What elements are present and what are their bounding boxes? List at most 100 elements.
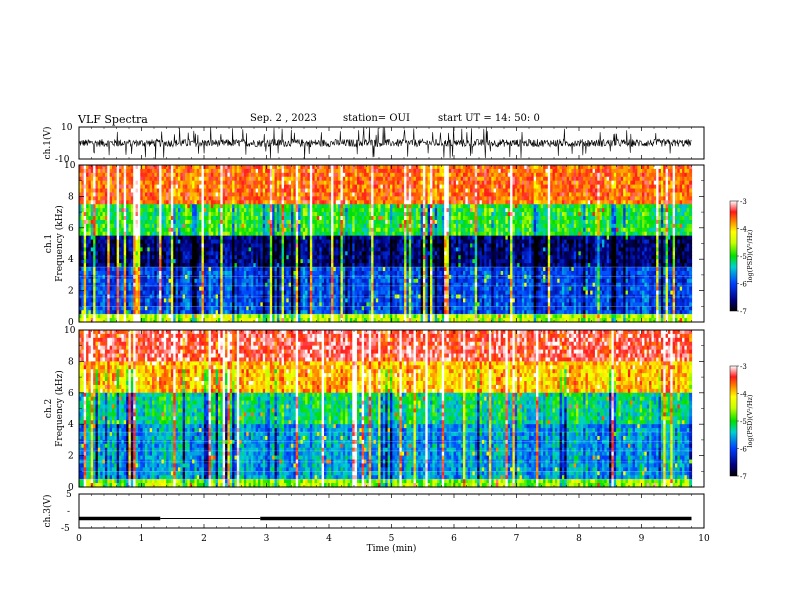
ch1-spectrogram-cell <box>455 168 459 174</box>
ch1-spectrogram-cell <box>675 188 678 194</box>
ch1-spectrogram-cell <box>611 223 615 229</box>
ch1-spectrogram-cell <box>599 227 603 233</box>
ch1-spectrogram-cell <box>550 219 554 225</box>
ch1-spectrogram-cell <box>335 192 339 197</box>
ch1-spectrogram-cell <box>415 204 419 209</box>
ch1-spectrogram-cell <box>592 168 596 174</box>
ch1-spectrogram-cell <box>100 231 104 237</box>
ch1-spectrogram-cell <box>111 231 115 237</box>
ch1-spectrogram-cell <box>222 180 226 186</box>
ch1-spectrogram-cell <box>415 172 419 178</box>
ch1-spectrogram-cell <box>262 204 266 209</box>
ch1-spectrogram-cell <box>196 204 200 209</box>
ch1-spectrogram-cell <box>142 216 146 221</box>
ch1-spectrogram-cell <box>639 216 643 221</box>
ch1-spectrogram-cell <box>107 184 111 190</box>
ch1-spectrogram-cell <box>590 200 594 205</box>
ch1-spectrogram-cell <box>580 180 584 186</box>
ch1-spectrogram-cell <box>503 165 506 170</box>
ch1-spectrogram-cell <box>291 204 294 209</box>
ch1-spectrogram-cell <box>109 180 113 186</box>
ch1-spectrogram-cell <box>364 204 368 209</box>
ch1-spectrogram-cell <box>239 180 243 186</box>
ch1-spectrogram-cell <box>189 227 193 233</box>
ch1-spectrogram-cell <box>203 208 207 213</box>
ch1-spectrogram-cell <box>302 192 306 197</box>
ch1-spectrogram-cell <box>203 231 207 237</box>
ch1-spectrogram-cell <box>142 184 146 190</box>
ch1-spectrogram-cell <box>665 192 669 197</box>
ch1-spectrogram-cell <box>156 192 160 197</box>
ch1-spectrogram-cell <box>526 192 530 197</box>
ch1-spectrogram-cell <box>83 219 87 225</box>
ch1-spectrogram-cell <box>604 180 608 186</box>
ch1-spectrogram-cell <box>675 172 678 178</box>
ch1-spectrogram-cell <box>397 212 400 217</box>
ch1-spectrogram-cell <box>404 165 408 170</box>
ch1-spectrogram-cell <box>170 200 174 205</box>
ch1-spectrogram-cell <box>689 180 693 186</box>
ch1-spectrogram-cell <box>404 184 408 190</box>
ch1-spectrogram-cell <box>375 216 379 221</box>
ch1-spectrogram-cell <box>253 172 257 178</box>
ch1-spectrogram-cell <box>345 165 349 170</box>
ch1-spectrogram-cell <box>312 223 316 229</box>
ch1-spectrogram-cell <box>472 208 476 213</box>
ch1-spectrogram-cell <box>262 184 266 190</box>
ch1-spectrogram-cell <box>587 168 591 174</box>
ch1-spectrogram-cell <box>632 212 636 217</box>
ch1-spectrogram-cell <box>658 204 662 209</box>
ch1-spectrogram-cell <box>404 180 408 186</box>
ch1-spectrogram-cell <box>269 204 273 209</box>
ch1-spectrogram-cell <box>458 192 462 197</box>
ch1-spectrogram-cell <box>133 223 137 229</box>
ch1-spectrogram-cell <box>418 176 422 182</box>
ch1-spectrogram-cell <box>187 223 191 229</box>
ch1-spectrogram-cell <box>203 196 207 201</box>
ch1-spectrogram-cell <box>267 192 271 197</box>
ch1-spectrogram-cell <box>133 231 137 237</box>
ch1-spectrogram-cell <box>462 204 466 209</box>
ch1-spectrogram-cell <box>387 176 391 182</box>
ch1-spectrogram-cell <box>528 172 532 178</box>
ch1-spectrogram-cell <box>547 192 551 197</box>
ch1-spectrogram-cell <box>394 168 398 174</box>
ch1-spectrogram-cell <box>373 223 377 229</box>
ch1-spectrogram-cell <box>578 184 582 190</box>
ch1-spectrogram-cell <box>356 168 360 174</box>
ch1-spectrogram-cell <box>382 208 386 213</box>
ch1-spectrogram-cell <box>203 223 207 229</box>
ch1-spectrogram-cell <box>137 192 141 197</box>
ch1-spectrogram-cell <box>531 168 535 174</box>
ch1-spectrogram-cell <box>531 165 535 170</box>
ch1-spectrogram-cell <box>462 192 466 197</box>
ch1-spectrogram-cell <box>126 204 130 209</box>
ch1-spectrogram-cell <box>642 196 645 201</box>
ch1-spectrogram-cell <box>571 176 575 182</box>
ch1-spectrogram-cell <box>147 223 151 229</box>
ch1-spectrogram-cell <box>491 192 495 197</box>
ch1-spectrogram-cell <box>634 219 638 225</box>
ch1-spectrogram-cell <box>566 216 570 221</box>
ch1-spectrogram-cell <box>493 219 497 225</box>
ch1-spectrogram-cell <box>632 192 636 197</box>
ch1-spectrogram-cell <box>199 184 203 190</box>
ch1-spectrogram-cell <box>385 204 389 209</box>
ch1-spectrogram-cell <box>434 184 438 190</box>
ch1-spectrogram-cell <box>653 172 657 178</box>
ch1-spectrogram-cell <box>88 184 92 190</box>
ch1-spectrogram-cell <box>606 172 610 178</box>
ch1-spectrogram-cell <box>149 188 153 194</box>
ch1-spectrogram-cell <box>371 168 375 174</box>
ch1-spectrogram-cell <box>319 168 323 174</box>
ch1-spectrogram-cell <box>276 212 280 217</box>
ch1-spectrogram-cell <box>220 196 224 201</box>
ch1-spectrogram-cell <box>194 200 198 205</box>
ch1-spectrogram-cell <box>601 176 605 182</box>
ch1-spectrogram-cell <box>637 216 641 221</box>
ch1-spectrogram-cell <box>248 231 252 237</box>
ch1-spectrogram-cell <box>597 219 601 225</box>
ch1-spectrogram-cell <box>288 165 292 170</box>
ch1-spectrogram-cell <box>236 176 240 182</box>
ch1-spectrogram-cell <box>335 200 339 205</box>
